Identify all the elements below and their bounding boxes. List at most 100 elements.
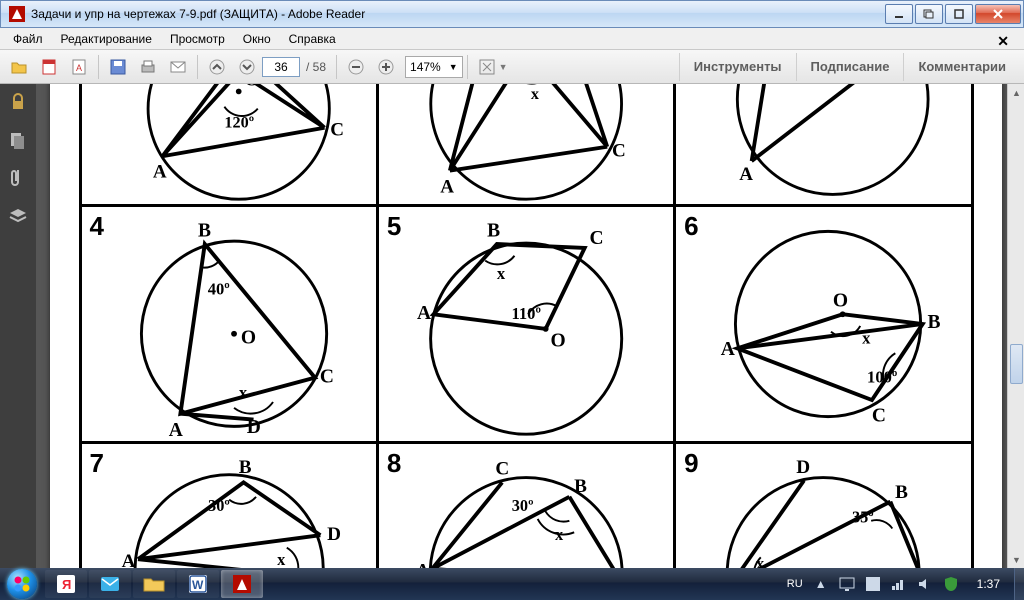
page-up-button[interactable] bbox=[204, 54, 230, 80]
svg-text:A: A bbox=[168, 420, 182, 441]
menu-file[interactable]: Файл bbox=[4, 29, 52, 49]
taskbar: Я W RU ▲ 1:37 bbox=[0, 568, 1024, 600]
svg-text:O: O bbox=[240, 327, 255, 348]
menu-view[interactable]: Просмотр bbox=[161, 29, 234, 49]
problem-cell: 5 A B C O 110º x bbox=[376, 204, 676, 444]
maximize-button[interactable] bbox=[915, 4, 943, 24]
svg-text:O: O bbox=[833, 290, 848, 311]
svg-text:x: x bbox=[238, 383, 247, 402]
create-pdf-button[interactable]: A bbox=[66, 54, 92, 80]
scroll-up-button[interactable]: ▲ bbox=[1008, 84, 1024, 101]
save-button[interactable] bbox=[105, 54, 131, 80]
email-button[interactable] bbox=[165, 54, 191, 80]
svg-text:D: D bbox=[246, 417, 260, 438]
print-button[interactable] bbox=[135, 54, 161, 80]
task-word[interactable]: W bbox=[177, 570, 219, 598]
task-explorer[interactable] bbox=[133, 570, 175, 598]
tray-network-icon[interactable] bbox=[891, 576, 907, 592]
app-icon bbox=[9, 6, 25, 22]
page-total-label: / 58 bbox=[306, 60, 326, 74]
svg-text:x: x bbox=[277, 549, 286, 568]
svg-text:A: A bbox=[417, 303, 431, 324]
menu-edit[interactable]: Редактирование bbox=[52, 29, 161, 49]
svg-text:30º: 30º bbox=[512, 496, 534, 515]
panel-tools-button[interactable]: Инструменты bbox=[679, 53, 796, 81]
vertical-scrollbar[interactable]: ▲ ▼ bbox=[1007, 84, 1024, 568]
problem-cell: A O bbox=[673, 84, 973, 207]
svg-text:x: x bbox=[756, 553, 765, 568]
svg-text:O: O bbox=[550, 330, 565, 351]
read-mode-button[interactable] bbox=[474, 54, 500, 80]
tray-shield-icon[interactable] bbox=[943, 576, 959, 592]
pdf-page: A C O 120º A C x bbox=[50, 84, 1002, 568]
zoom-out-button[interactable] bbox=[343, 54, 369, 80]
svg-text:B: B bbox=[487, 220, 500, 241]
close-button[interactable] bbox=[975, 4, 1021, 24]
lang-indicator[interactable]: RU bbox=[787, 578, 803, 590]
panel-comment-button[interactable]: Комментарии bbox=[903, 53, 1020, 81]
svg-text:x: x bbox=[531, 85, 540, 103]
svg-text:x: x bbox=[555, 525, 564, 544]
svg-text:B: B bbox=[928, 311, 941, 332]
zoom-in-button[interactable] bbox=[373, 54, 399, 80]
problem-cell: 6 A B C O 100º x bbox=[673, 204, 973, 444]
menu-window[interactable]: Окно bbox=[234, 29, 280, 49]
svg-text:C: C bbox=[589, 228, 603, 249]
minimize-button[interactable] bbox=[885, 4, 913, 24]
menu-help[interactable]: Справка bbox=[280, 29, 345, 49]
workarea: A C O 120º A C x bbox=[0, 84, 1024, 568]
task-mail[interactable] bbox=[89, 570, 131, 598]
svg-text:A: A bbox=[121, 550, 135, 568]
toolbar: A / 58 147%▼ ▼ Инструменты Подписание Ко… bbox=[0, 50, 1024, 84]
problem-cell: 7 A B D 30º x bbox=[79, 441, 379, 569]
panel-sign-button[interactable]: Подписание bbox=[796, 53, 904, 81]
svg-text:A: A bbox=[440, 176, 454, 197]
restore-button[interactable] bbox=[945, 4, 973, 24]
menubar-close-icon[interactable]: ✕ bbox=[988, 30, 1018, 53]
svg-text:W: W bbox=[192, 578, 204, 592]
start-button[interactable] bbox=[0, 568, 44, 600]
problem-cell: A C O 120º bbox=[79, 84, 379, 207]
svg-text:D: D bbox=[796, 456, 810, 477]
task-yandex[interactable]: Я bbox=[45, 570, 87, 598]
menubar: Файл Редактирование Просмотр Окно Справк… bbox=[0, 28, 1024, 50]
svg-text:C: C bbox=[330, 119, 344, 140]
chevron-down-icon[interactable]: ▼ bbox=[499, 62, 508, 72]
scroll-down-button[interactable]: ▼ bbox=[1008, 551, 1024, 568]
page-down-button[interactable] bbox=[234, 54, 260, 80]
svg-text:A: A bbox=[721, 339, 735, 360]
show-desktop-button[interactable] bbox=[1014, 568, 1024, 600]
svg-text:B: B bbox=[574, 476, 587, 497]
chevron-down-icon: ▼ bbox=[449, 62, 458, 72]
svg-text:C: C bbox=[319, 366, 333, 387]
svg-text:110º: 110º bbox=[511, 304, 540, 323]
page-number-input[interactable] bbox=[262, 57, 300, 77]
svg-text:30º: 30º bbox=[208, 496, 230, 515]
export-pdf-button[interactable] bbox=[36, 54, 62, 80]
open-button[interactable] bbox=[6, 54, 32, 80]
clock[interactable]: 1:37 bbox=[969, 577, 1008, 591]
svg-text:B: B bbox=[895, 481, 908, 502]
svg-text:O: O bbox=[244, 84, 259, 90]
tray-screen-icon[interactable] bbox=[839, 576, 855, 592]
layers-icon[interactable] bbox=[8, 206, 28, 226]
svg-text:40º: 40º bbox=[207, 279, 229, 298]
tray-app-icon[interactable] bbox=[865, 576, 881, 592]
tray-flag-icon[interactable]: ▲ bbox=[813, 576, 829, 592]
svg-text:A: A bbox=[416, 560, 430, 568]
tray-volume-icon[interactable] bbox=[917, 576, 933, 592]
zoom-select[interactable]: 147%▼ bbox=[405, 56, 463, 78]
scroll-thumb[interactable] bbox=[1010, 344, 1023, 384]
document-viewport[interactable]: A C O 120º A C x bbox=[36, 84, 1024, 568]
titlebar: Задачи и упр на чертежах 7-9.pdf (ЗАЩИТА… bbox=[0, 0, 1024, 28]
svg-text:x: x bbox=[497, 264, 506, 283]
task-adobe-reader[interactable] bbox=[221, 570, 263, 598]
svg-text:C: C bbox=[495, 458, 509, 479]
attachments-icon[interactable] bbox=[8, 168, 28, 188]
problem-cell: 9 A B C D 35º x bbox=[673, 441, 973, 569]
thumbnails-icon[interactable] bbox=[8, 130, 28, 150]
svg-text:A: A bbox=[76, 63, 82, 73]
security-icon[interactable] bbox=[8, 92, 28, 112]
svg-text:100º: 100º bbox=[867, 367, 897, 386]
svg-text:A: A bbox=[739, 164, 753, 185]
